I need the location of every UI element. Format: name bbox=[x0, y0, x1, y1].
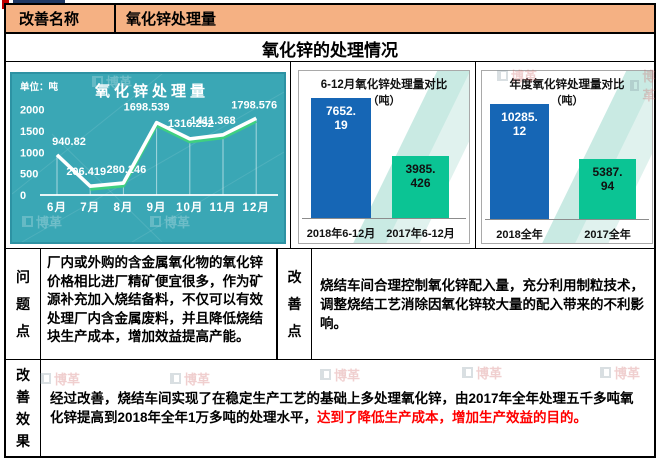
line-chart-title: 氧化锌处理量 bbox=[94, 82, 209, 100]
bar-chart-title: 年度氧化锌处理量对比 bbox=[509, 79, 625, 91]
problem-point-text: 厂内或外购的含金属氧化物的氧化锌价格相比进厂精矿便宜很多，作为矿源补充加入烧结备… bbox=[41, 249, 277, 359]
bar-value-label: 3985. 426 bbox=[405, 162, 436, 190]
line-chart-unit-label: 单位：吨 bbox=[20, 81, 59, 93]
effect-label-cell: 改善效果 bbox=[6, 360, 41, 456]
section-title: 氧化锌的处理情况 bbox=[6, 36, 654, 62]
problem-improvement-row: 问题点 厂内或外购的含金属氧化物的氧化锌价格相比进厂精矿便宜很多，作为矿源补充加… bbox=[6, 249, 654, 360]
bar-category-label: 2018全年 bbox=[496, 229, 543, 241]
effect-highlight: 达到了降低生产成本，增加生产效益的目的。 bbox=[317, 410, 588, 425]
improvement-point-text-cell: 烧结车间合理控制氧化锌配入量，充分利用制粒技术，调整烧结工艺消除因氧化锌较大量的… bbox=[312, 249, 654, 359]
zinc-oxide-monthly-line-chart: 氧化锌处理量 单位：吨 0 500 1000 1500 2000 940.82 206.419 2… bbox=[10, 72, 286, 244]
effect-text: 经过改善，烧结车间实现了在稳定生产工艺的基础上多处理氧化锌，由2017年全年处理… bbox=[50, 390, 634, 426]
x-tick-label: 8月 bbox=[113, 201, 133, 214]
half-year-bar-chart-cell: 6-12月氧化锌处理量对比 （吨） 7652. 19 2018年6-12月 3985.… bbox=[292, 62, 476, 248]
y-tick-label: 0 bbox=[20, 190, 26, 202]
bar-2017全年 bbox=[579, 159, 636, 219]
improvement-name-value: 氧化锌处理量 bbox=[126, 11, 217, 28]
data-point-label: 206.419 bbox=[66, 166, 106, 178]
line-chart-cell: 氧化锌处理量 单位：吨 0 500 1000 1500 2000 940.82 206.419 2… bbox=[6, 62, 291, 248]
data-point-label: 1798.576 bbox=[231, 99, 277, 111]
bar-chart-axis bbox=[302, 218, 466, 219]
data-point-label: 1698.539 bbox=[124, 102, 170, 114]
improvement-report-table: 改善名称 氧化锌处理量 氧化锌的处理情况 氧化锌处理量 单位：吨 0 500 1000 1… bbox=[4, 3, 656, 458]
bar-chart-unit: （吨） bbox=[550, 95, 584, 107]
half-year-comparison-bar-chart: 6-12月氧化锌处理量对比 （吨） 7652. 19 2018年6-12月 3985.… bbox=[298, 70, 470, 244]
improvement-point-label: 改善点 bbox=[287, 268, 302, 339]
x-tick-label: 6月 bbox=[47, 201, 67, 214]
x-tick-label: 11月 bbox=[210, 201, 237, 214]
bar-chart-title: 6-12月氧化锌处理量对比 bbox=[320, 79, 448, 91]
x-tick-label: 10月 bbox=[176, 201, 203, 214]
bar-category-label: 2018年6-12月 bbox=[306, 228, 376, 240]
improvement-name-label: 改善名称 bbox=[6, 5, 116, 32]
x-tick-label: 7月 bbox=[80, 201, 100, 214]
bar-value-label: 7652. 19 bbox=[325, 104, 357, 132]
bar-value-label: 10285. 12 bbox=[501, 110, 538, 138]
bar-value-label: 5387. 94 bbox=[592, 165, 623, 193]
y-tick-label: 1000 bbox=[20, 147, 44, 159]
x-tick-label: 12月 bbox=[243, 201, 270, 214]
bar-category-label: 2017全年 bbox=[584, 229, 631, 241]
problem-point-label-cell: 问题点 bbox=[6, 249, 41, 359]
x-tick-label: 9月 bbox=[147, 201, 167, 214]
line-chart-svg: 氧化锌处理量 单位：吨 0 500 1000 1500 2000 940.82 206.419 2… bbox=[12, 74, 284, 242]
bar-2018全年 bbox=[490, 104, 549, 219]
data-point-label: 940.82 bbox=[52, 136, 86, 148]
improvement-point-text: 烧结车间合理控制氧化锌配入量，充分利用制粒技术，调整烧结工艺消除因氧化锌较大量的… bbox=[320, 277, 644, 331]
data-point-label: 1316.252 bbox=[168, 118, 214, 130]
bar-2018年6-12月 bbox=[311, 98, 371, 218]
bar-chart-unit: （吨） bbox=[367, 95, 401, 107]
data-point-label: 280.246 bbox=[107, 164, 147, 176]
annual-bar-chart-cell: 年度氧化锌处理量对比 （吨） 10285. 12 2018全年 5387. 94 2017… bbox=[477, 62, 654, 248]
bar-chart-axis bbox=[485, 219, 649, 220]
header-row: 改善名称 氧化锌处理量 bbox=[6, 5, 654, 34]
data-point-label: 1411.368 bbox=[190, 115, 235, 127]
improvement-point-label-cell: 改善点 bbox=[277, 249, 312, 359]
bar-category-label: 2017年6-12月 bbox=[386, 228, 455, 240]
effect-text-cell: 经过改善，烧结车间实现了在稳定生产工艺的基础上多处理氧化锌，由2017年全年处理… bbox=[41, 360, 654, 456]
annual-comparison-bar-chart: 年度氧化锌处理量对比 （吨） 10285. 12 2018全年 5387. 94 2017… bbox=[481, 70, 653, 244]
charts-row: 氧化锌处理量 单位：吨 0 500 1000 1500 2000 940.82 206.419 2… bbox=[6, 62, 654, 249]
bar-2017年6-12月 bbox=[392, 156, 449, 218]
effect-label: 改善效果 bbox=[16, 367, 30, 449]
problem-point-label: 问题点 bbox=[16, 268, 30, 339]
y-tick-label: 2000 bbox=[20, 105, 44, 117]
y-tick-label: 1500 bbox=[20, 126, 44, 138]
y-tick-label: 500 bbox=[20, 169, 38, 181]
effect-row: 改善效果 经过改善，烧结车间实现了在稳定生产工艺的基础上多处理氧化锌，由2017… bbox=[6, 360, 654, 456]
